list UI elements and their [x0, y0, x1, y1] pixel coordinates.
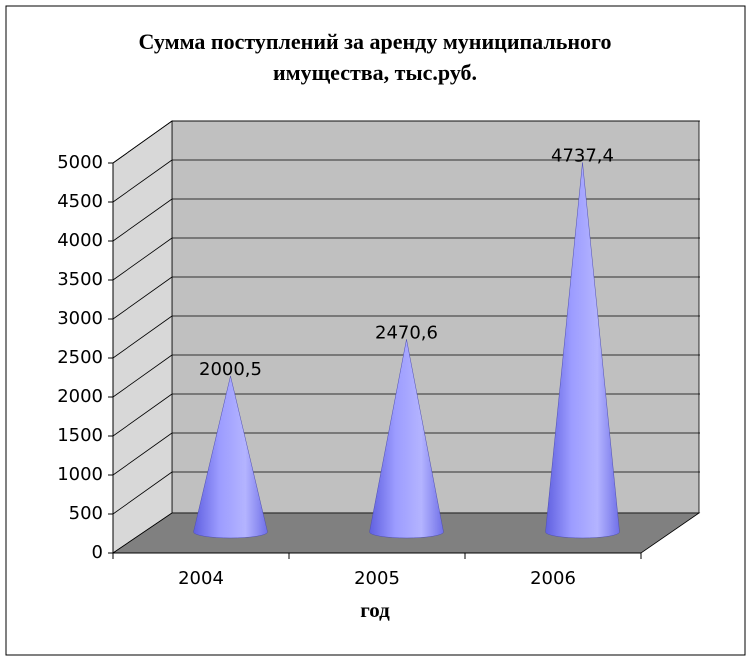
y-tick-label: 1500 — [57, 425, 103, 446]
grid-line — [112, 315, 173, 359]
y-tick-label: 3500 — [57, 269, 103, 290]
y-tick-label: 2500 — [57, 347, 103, 368]
y-tick-label: 500 — [69, 503, 103, 524]
y-tick-label: 4500 — [57, 191, 103, 212]
grid-line — [112, 159, 173, 203]
grid-line — [112, 393, 173, 437]
y-tick-label: 2000 — [57, 386, 103, 407]
grid-line — [112, 471, 173, 515]
value-label: 2000,5 — [199, 359, 262, 380]
grid-line — [112, 237, 173, 281]
cone — [545, 162, 620, 539]
x-tick-label: 2006 — [530, 568, 576, 589]
x-tick-label: 2004 — [178, 568, 224, 589]
grid-line — [112, 120, 173, 164]
y-tick-label: 4000 — [57, 230, 103, 251]
grid-line — [112, 354, 173, 398]
grid-line — [112, 276, 173, 320]
y-tick-label: 0 — [92, 542, 103, 563]
grid-line — [112, 432, 173, 476]
x-tick-label: 2005 — [354, 568, 400, 589]
cone — [369, 339, 444, 539]
grid-line — [112, 198, 173, 242]
y-tick-label: 1000 — [57, 464, 103, 485]
y-tick-label: 3000 — [57, 308, 103, 329]
y-tick-label: 5000 — [57, 152, 103, 173]
chart-title: Сумма поступлений за аренду муниципально… — [138, 29, 612, 85]
back-wall — [171, 120, 700, 514]
value-label: 4737,4 — [551, 145, 614, 166]
cone — [193, 375, 268, 539]
x-axis-label: год — [360, 598, 390, 622]
value-label: 2470,6 — [375, 322, 438, 343]
